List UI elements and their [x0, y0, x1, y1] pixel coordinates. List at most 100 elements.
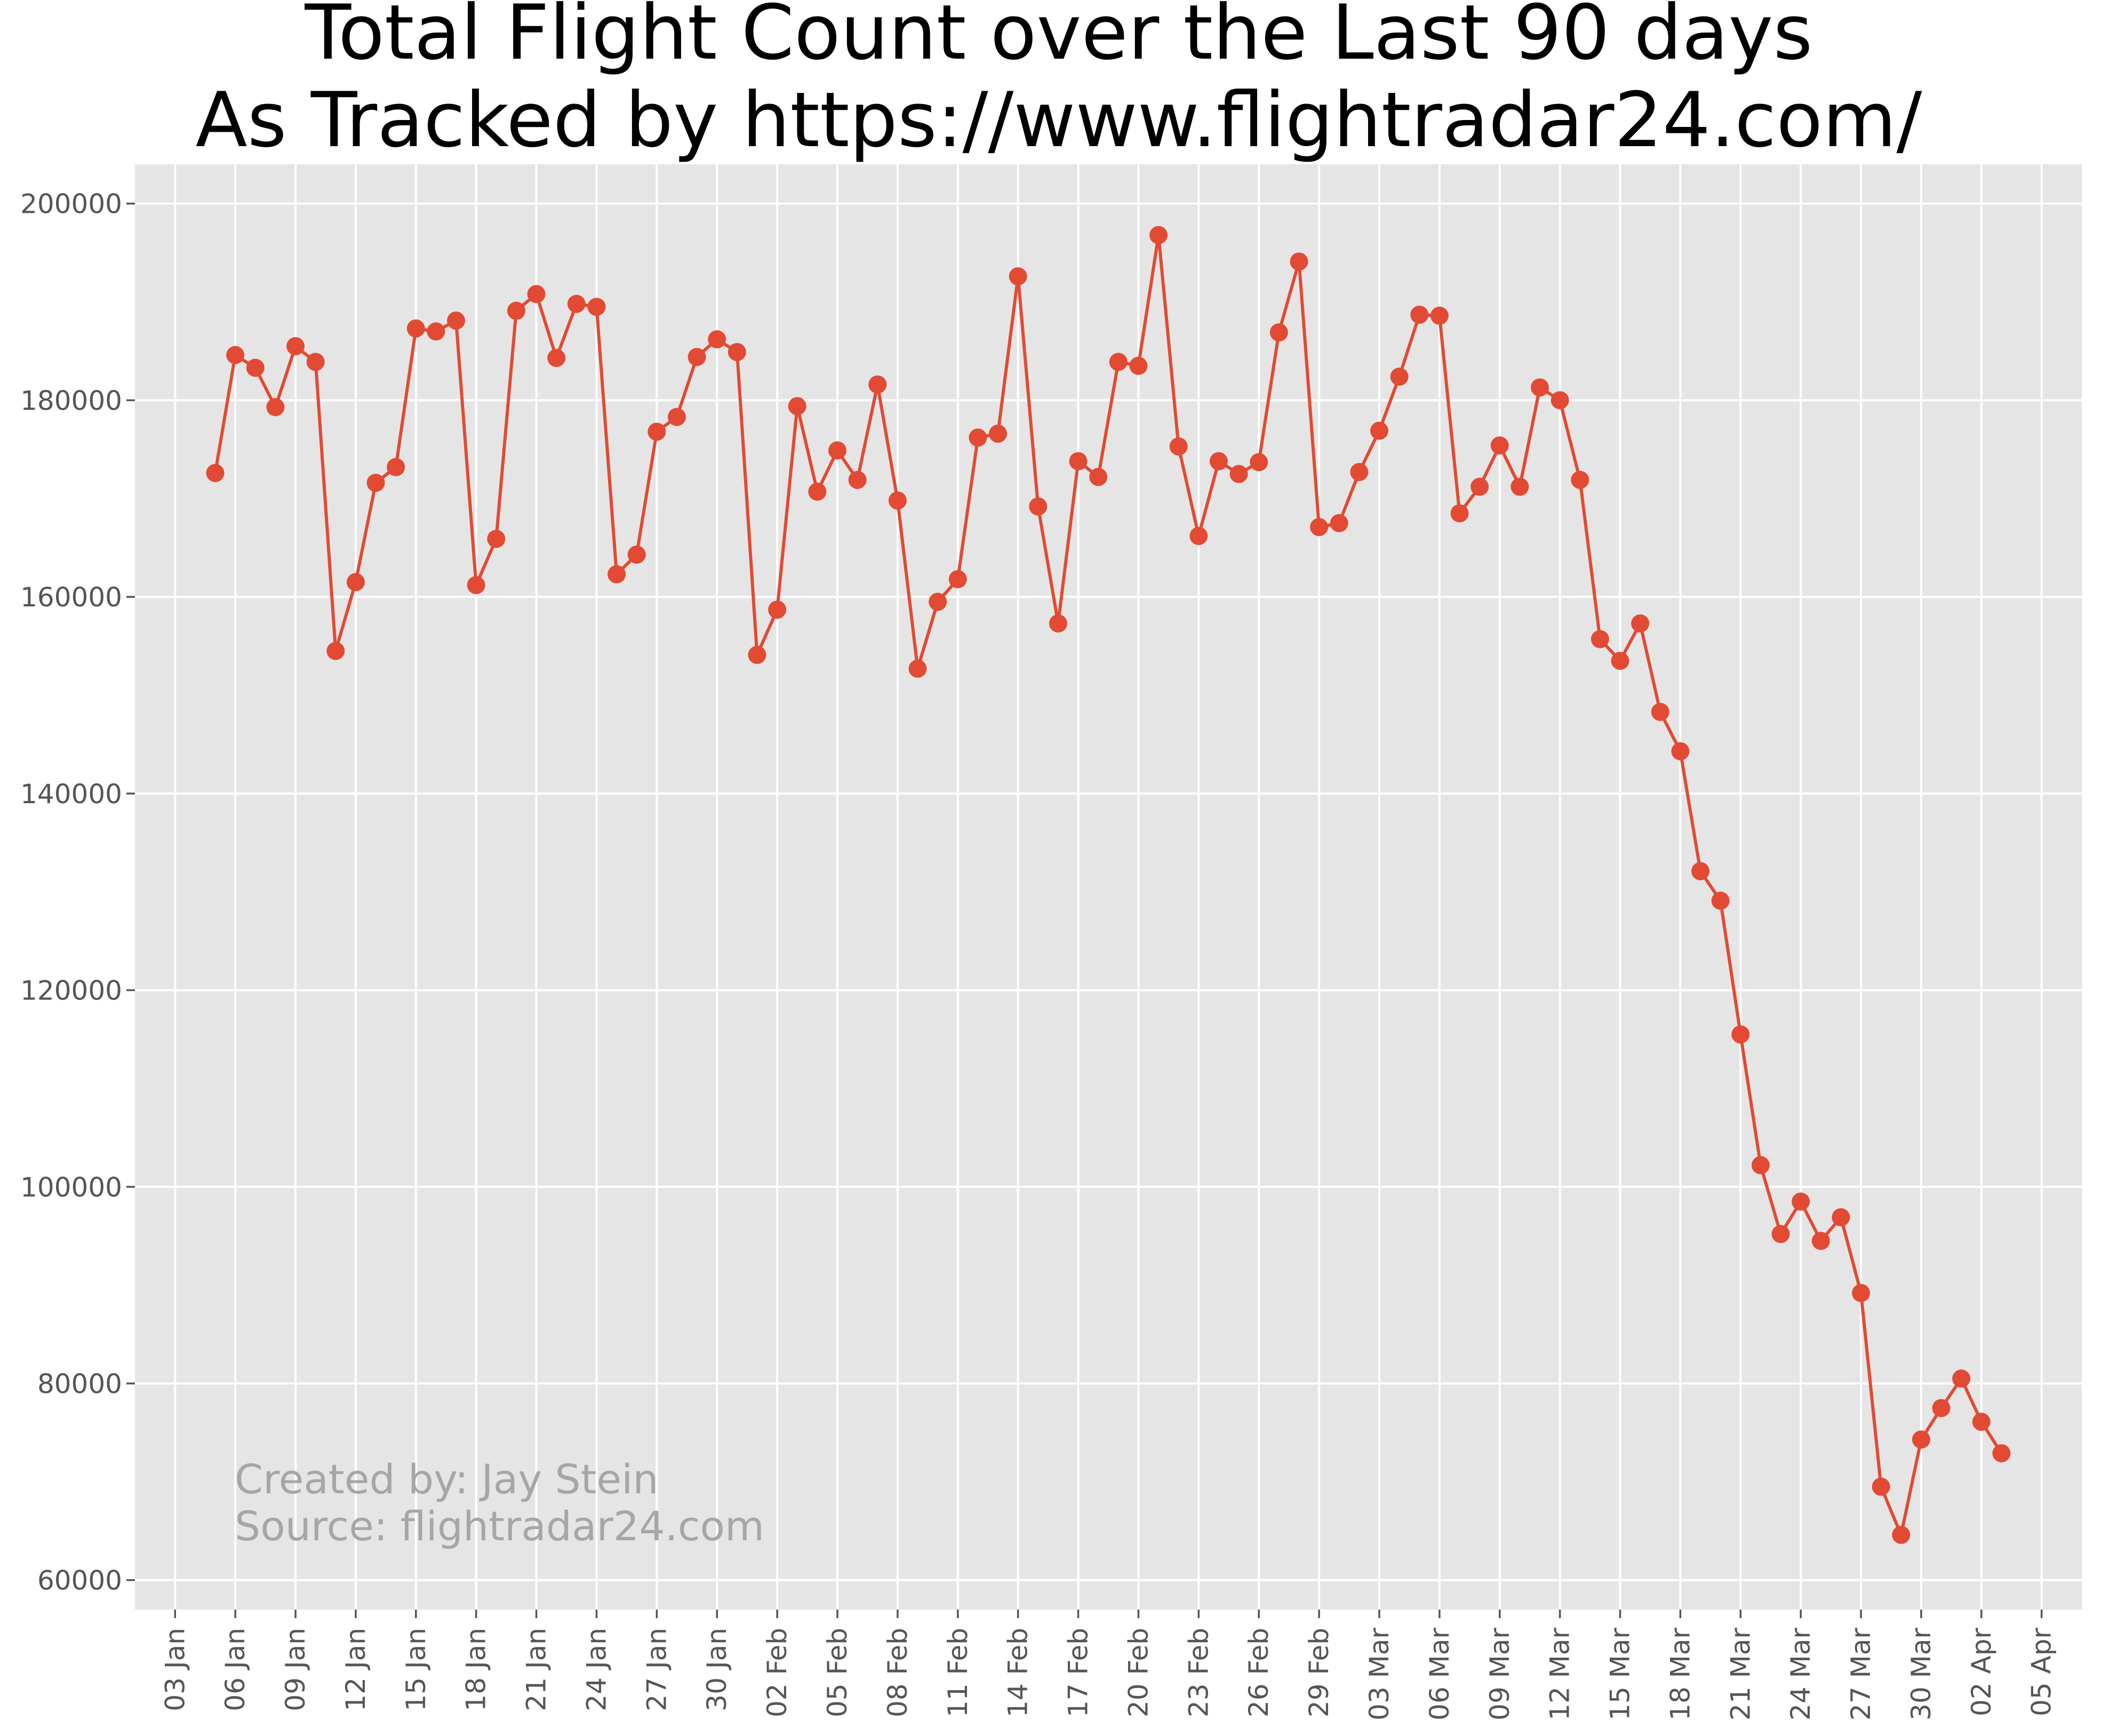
gridlines	[135, 164, 2082, 1610]
data-point	[1310, 518, 1329, 537]
data-point	[1852, 1284, 1871, 1302]
x-tick-label: 21 Jan	[521, 1628, 552, 1711]
data-point	[1691, 862, 1710, 881]
data-point	[1952, 1369, 1971, 1388]
data-point	[326, 642, 345, 660]
data-point	[1089, 468, 1108, 486]
data-point	[1390, 367, 1409, 386]
data-point	[1510, 477, 1529, 496]
data-point	[1009, 267, 1027, 286]
data-point	[1571, 470, 1589, 489]
data-point	[1832, 1208, 1850, 1227]
data-point	[246, 358, 265, 377]
data-point	[1189, 526, 1208, 545]
x-tick-label: 02 Feb	[762, 1628, 793, 1717]
data-point	[989, 425, 1008, 443]
data-point	[366, 474, 385, 492]
data-point	[1932, 1399, 1951, 1418]
data-point	[1109, 353, 1128, 371]
y-tick-label: 120000	[20, 975, 122, 1006]
x-tick-label: 17 Feb	[1063, 1628, 1094, 1717]
data-point	[1972, 1412, 1991, 1431]
data-point	[206, 463, 225, 482]
data-point	[387, 458, 405, 476]
data-point	[1611, 651, 1629, 670]
data-point	[1410, 306, 1429, 324]
data-point	[587, 298, 606, 316]
y-tick-label: 180000	[20, 385, 122, 416]
data-point	[1229, 465, 1248, 483]
data-point	[487, 530, 506, 548]
data-point	[427, 322, 445, 341]
x-tick-label: 14 Feb	[1003, 1628, 1034, 1717]
data-point	[1269, 323, 1288, 342]
data-point	[688, 348, 706, 366]
x-tick-label: 29 Feb	[1304, 1628, 1334, 1717]
x-tick-label: 03 Mar	[1364, 1628, 1395, 1721]
annotation-created-by: Created by: Jay Stein	[235, 1455, 659, 1503]
data-point	[1290, 252, 1308, 271]
data-point	[467, 576, 485, 595]
x-tick-label: 09 Jan	[280, 1628, 311, 1711]
data-point	[306, 353, 325, 371]
x-tick-label: 18 Jan	[461, 1628, 492, 1711]
data-point	[667, 407, 686, 426]
data-point	[507, 301, 525, 320]
data-point	[266, 398, 285, 417]
data-point	[1992, 1444, 2011, 1462]
data-point	[1350, 463, 1369, 482]
data-point	[1250, 453, 1268, 471]
y-tick-label: 160000	[20, 582, 122, 613]
axis-ticks	[126, 202, 2043, 1618]
data-point	[1671, 742, 1690, 761]
data-point	[1531, 378, 1549, 397]
data-point	[1751, 1156, 1770, 1174]
data-point	[447, 311, 466, 330]
x-tick-label: 02 Apr	[1966, 1628, 1997, 1716]
chart-title-line-1: Total Flight Count over the Last 90 days	[304, 0, 1812, 77]
data-point	[1731, 1025, 1750, 1044]
x-tick-label: 26 Feb	[1243, 1628, 1274, 1717]
x-tick-label: 20 Feb	[1123, 1628, 1154, 1717]
x-tick-label: 05 Feb	[822, 1628, 853, 1717]
x-tick-label: 30 Jan	[701, 1628, 732, 1711]
x-tick-label: 27 Jan	[641, 1628, 672, 1711]
data-point	[1872, 1477, 1890, 1496]
data-point	[627, 545, 646, 564]
data-point	[1370, 421, 1388, 440]
data-point	[1169, 437, 1188, 456]
x-tick-label: 15 Mar	[1605, 1628, 1636, 1721]
data-point	[346, 573, 365, 591]
x-tick-label: 30 Mar	[1906, 1628, 1937, 1721]
data-point	[929, 593, 947, 611]
chart-title-line-2: As Tracked by https://www.flightradar24.…	[196, 76, 1922, 164]
data-point	[1470, 477, 1489, 496]
data-point	[1450, 504, 1469, 523]
data-point	[547, 349, 566, 367]
x-tick-label: 27 Mar	[1845, 1628, 1876, 1721]
data-point	[1430, 306, 1449, 325]
x-tick-label: 05 Apr	[2026, 1628, 2057, 1716]
data-point	[728, 343, 746, 362]
x-tick-label: 08 Feb	[882, 1628, 913, 1717]
data-point	[527, 285, 546, 303]
x-tick-label: 15 Jan	[401, 1628, 431, 1711]
data-point	[1550, 391, 1569, 410]
x-tick-label: 03 Jan	[159, 1628, 190, 1711]
y-tick-label: 80000	[37, 1369, 122, 1399]
data-point	[948, 570, 967, 588]
x-tick-label: 12 Jan	[340, 1628, 371, 1711]
data-point	[1209, 452, 1228, 470]
data-point	[1069, 452, 1088, 470]
data-point	[648, 422, 666, 441]
y-tick-label: 200000	[20, 189, 122, 220]
series-flight-count	[206, 226, 2011, 1544]
x-tick-label: 12 Mar	[1545, 1628, 1576, 1721]
data-point	[1591, 630, 1609, 649]
data-point	[1149, 226, 1168, 244]
data-point	[1490, 436, 1509, 455]
data-point	[286, 337, 305, 356]
x-tick-label: 24 Mar	[1785, 1628, 1816, 1721]
data-point	[1029, 497, 1048, 516]
data-point	[1711, 891, 1730, 910]
